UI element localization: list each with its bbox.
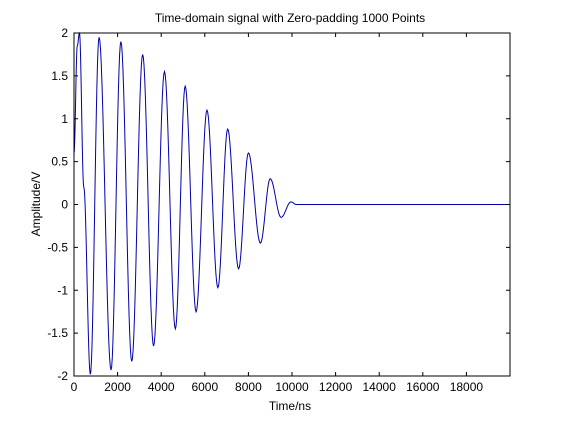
x-tick-label: 12000 [319, 380, 353, 394]
x-tick-label: 16000 [406, 380, 440, 394]
series-layer [73, 32, 510, 375]
y-tick-label: -2 [57, 369, 68, 383]
y-tick-label: -1 [57, 283, 68, 297]
x-tick-label: 14000 [363, 380, 397, 394]
y-tick-label: -0.5 [47, 240, 68, 254]
chart-title: Time-domain signal with Zero-padding 100… [155, 11, 425, 25]
y-tick-label: 0.5 [51, 155, 68, 169]
x-tick-label: 8000 [235, 380, 262, 394]
series-line-0 [73, 32, 510, 375]
y-tick-label: 2 [61, 26, 68, 40]
x-axis-label: Time/ns [269, 399, 311, 413]
x-tick-label: 2000 [104, 380, 131, 394]
ticks-layer: 0 2000 4000 6000 8000 10000 12000 14000 16000 180… [47, 26, 510, 394]
y-tick-label: 0 [61, 198, 68, 212]
x-tick-label: 4000 [148, 380, 175, 394]
y-tick-label: 1.5 [51, 69, 68, 83]
x-tick-label: 10000 [275, 380, 309, 394]
y-tick-label: -1.5 [47, 326, 68, 340]
y-tick-label: 1 [61, 112, 68, 126]
x-tick-label: 18000 [450, 380, 484, 394]
x-tick-label: 6000 [191, 380, 218, 394]
y-axis-label: Amplitude/V [29, 172, 43, 237]
x-tick-label: 0 [71, 380, 78, 394]
